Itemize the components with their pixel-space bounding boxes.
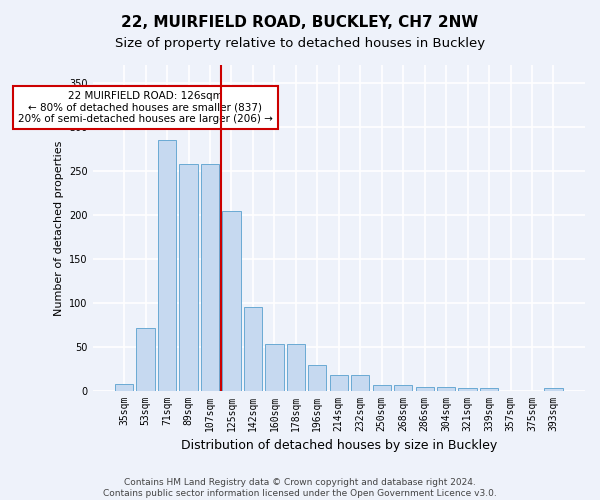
Bar xyxy=(373,385,391,391)
Bar xyxy=(201,164,219,391)
Bar xyxy=(265,344,284,391)
Bar xyxy=(458,388,477,391)
Text: Size of property relative to detached houses in Buckley: Size of property relative to detached ho… xyxy=(115,38,485,51)
Bar xyxy=(308,364,326,391)
Bar xyxy=(179,164,197,391)
Bar xyxy=(244,308,262,391)
Bar xyxy=(480,388,498,391)
Bar xyxy=(394,385,412,391)
Bar xyxy=(287,344,305,391)
Text: 22, MUIRFIELD ROAD, BUCKLEY, CH7 2NW: 22, MUIRFIELD ROAD, BUCKLEY, CH7 2NW xyxy=(121,15,479,30)
Bar xyxy=(544,388,563,391)
Bar xyxy=(437,386,455,391)
Bar xyxy=(158,140,176,391)
Text: 22 MUIRFIELD ROAD: 126sqm
← 80% of detached houses are smaller (837)
20% of semi: 22 MUIRFIELD ROAD: 126sqm ← 80% of detac… xyxy=(18,91,273,124)
X-axis label: Distribution of detached houses by size in Buckley: Distribution of detached houses by size … xyxy=(181,440,497,452)
Y-axis label: Number of detached properties: Number of detached properties xyxy=(53,140,64,316)
Text: Contains HM Land Registry data © Crown copyright and database right 2024.
Contai: Contains HM Land Registry data © Crown c… xyxy=(103,478,497,498)
Bar xyxy=(115,384,133,391)
Bar xyxy=(136,328,155,391)
Bar xyxy=(223,212,241,391)
Bar xyxy=(351,375,370,391)
Bar xyxy=(329,375,348,391)
Bar xyxy=(416,386,434,391)
